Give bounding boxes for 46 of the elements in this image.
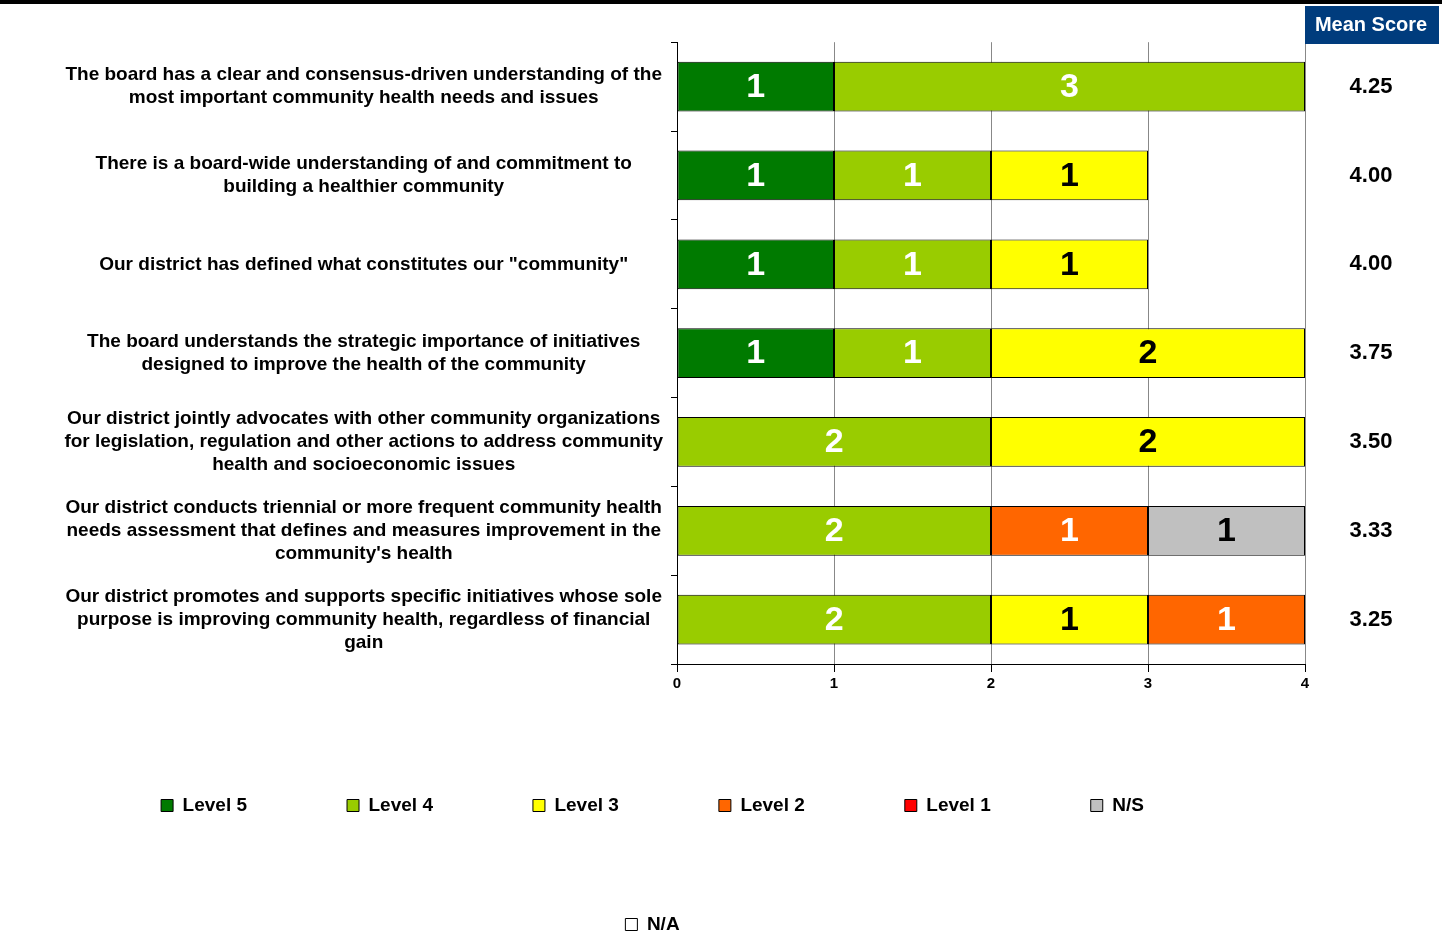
y-tick-label: There is a board-wide understanding of and commitment to building a healthier community [95,152,632,197]
data-label: 1 [746,243,766,282]
legend-label: N/A [646,912,680,934]
y-tick-label: The board has a clear and consensus-driven understanding of the most important community health needs and issues [65,63,662,108]
data-label: 1 [1217,598,1236,637]
x-tick-label: 4 [1300,674,1310,692]
y-tick-label: The board understands the strategic importance of initiatives designed to improve the health of the community [87,329,641,374]
text: 4.00 [1349,161,1393,187]
x-tick-label: 2 [986,674,996,692]
data-label: 1 [1060,154,1079,193]
legend-label: Level 5 [182,793,248,815]
y-tick-label: Our district jointly advocates with other community organizations for legislation, regulation and other actions to address community health and socioeconomic issues [64,407,664,474]
data-label: 1 [903,243,922,282]
x-tick-label: 1 [829,674,839,692]
data-label: 1 [903,154,922,193]
data-label: 1 [903,332,922,371]
text: 4.25 [1349,72,1393,98]
data-label: 1 [1060,243,1079,282]
data-label: 1 [746,154,766,193]
legend-label: Level 3 [554,793,619,815]
text: 3.75 [1349,339,1393,365]
text: 3.33 [1349,516,1393,542]
data-label: 1 [746,332,766,371]
y-tick-label: Our district has defined what constitutes our "community" [99,252,629,274]
legend-label: Level 1 [926,793,992,815]
legend-label: N/S [1112,793,1144,815]
text: 3.25 [1349,605,1393,631]
y-tick-label: Our district conducts triennial or more frequent community health needs assessment that defines and measures improvement in the community's health [65,496,662,563]
text: Mean Score [1314,12,1428,35]
legend-label: Level 2 [740,793,805,815]
data-label: 1 [1060,598,1079,637]
text: 4.00 [1349,250,1393,276]
data-label: 2 [824,510,844,549]
y-tick-label: Our district promotes and supports specific initiatives whose sole purpose is improving community health, regardless of financial gain [65,585,662,652]
data-label: 2 [824,598,844,637]
text: 3.50 [1349,427,1393,453]
data-label: 1 [1060,510,1079,549]
x-tick-label: 0 [672,674,682,692]
data-label: 2 [824,421,844,460]
data-label: 3 [1060,65,1079,104]
data-label: 2 [1138,421,1158,460]
data-label: 2 [1138,332,1158,371]
x-tick-label: 3 [1143,674,1153,692]
legend-label: Level 4 [368,793,434,815]
data-label: 1 [1217,510,1236,549]
data-label: 1 [746,65,766,104]
